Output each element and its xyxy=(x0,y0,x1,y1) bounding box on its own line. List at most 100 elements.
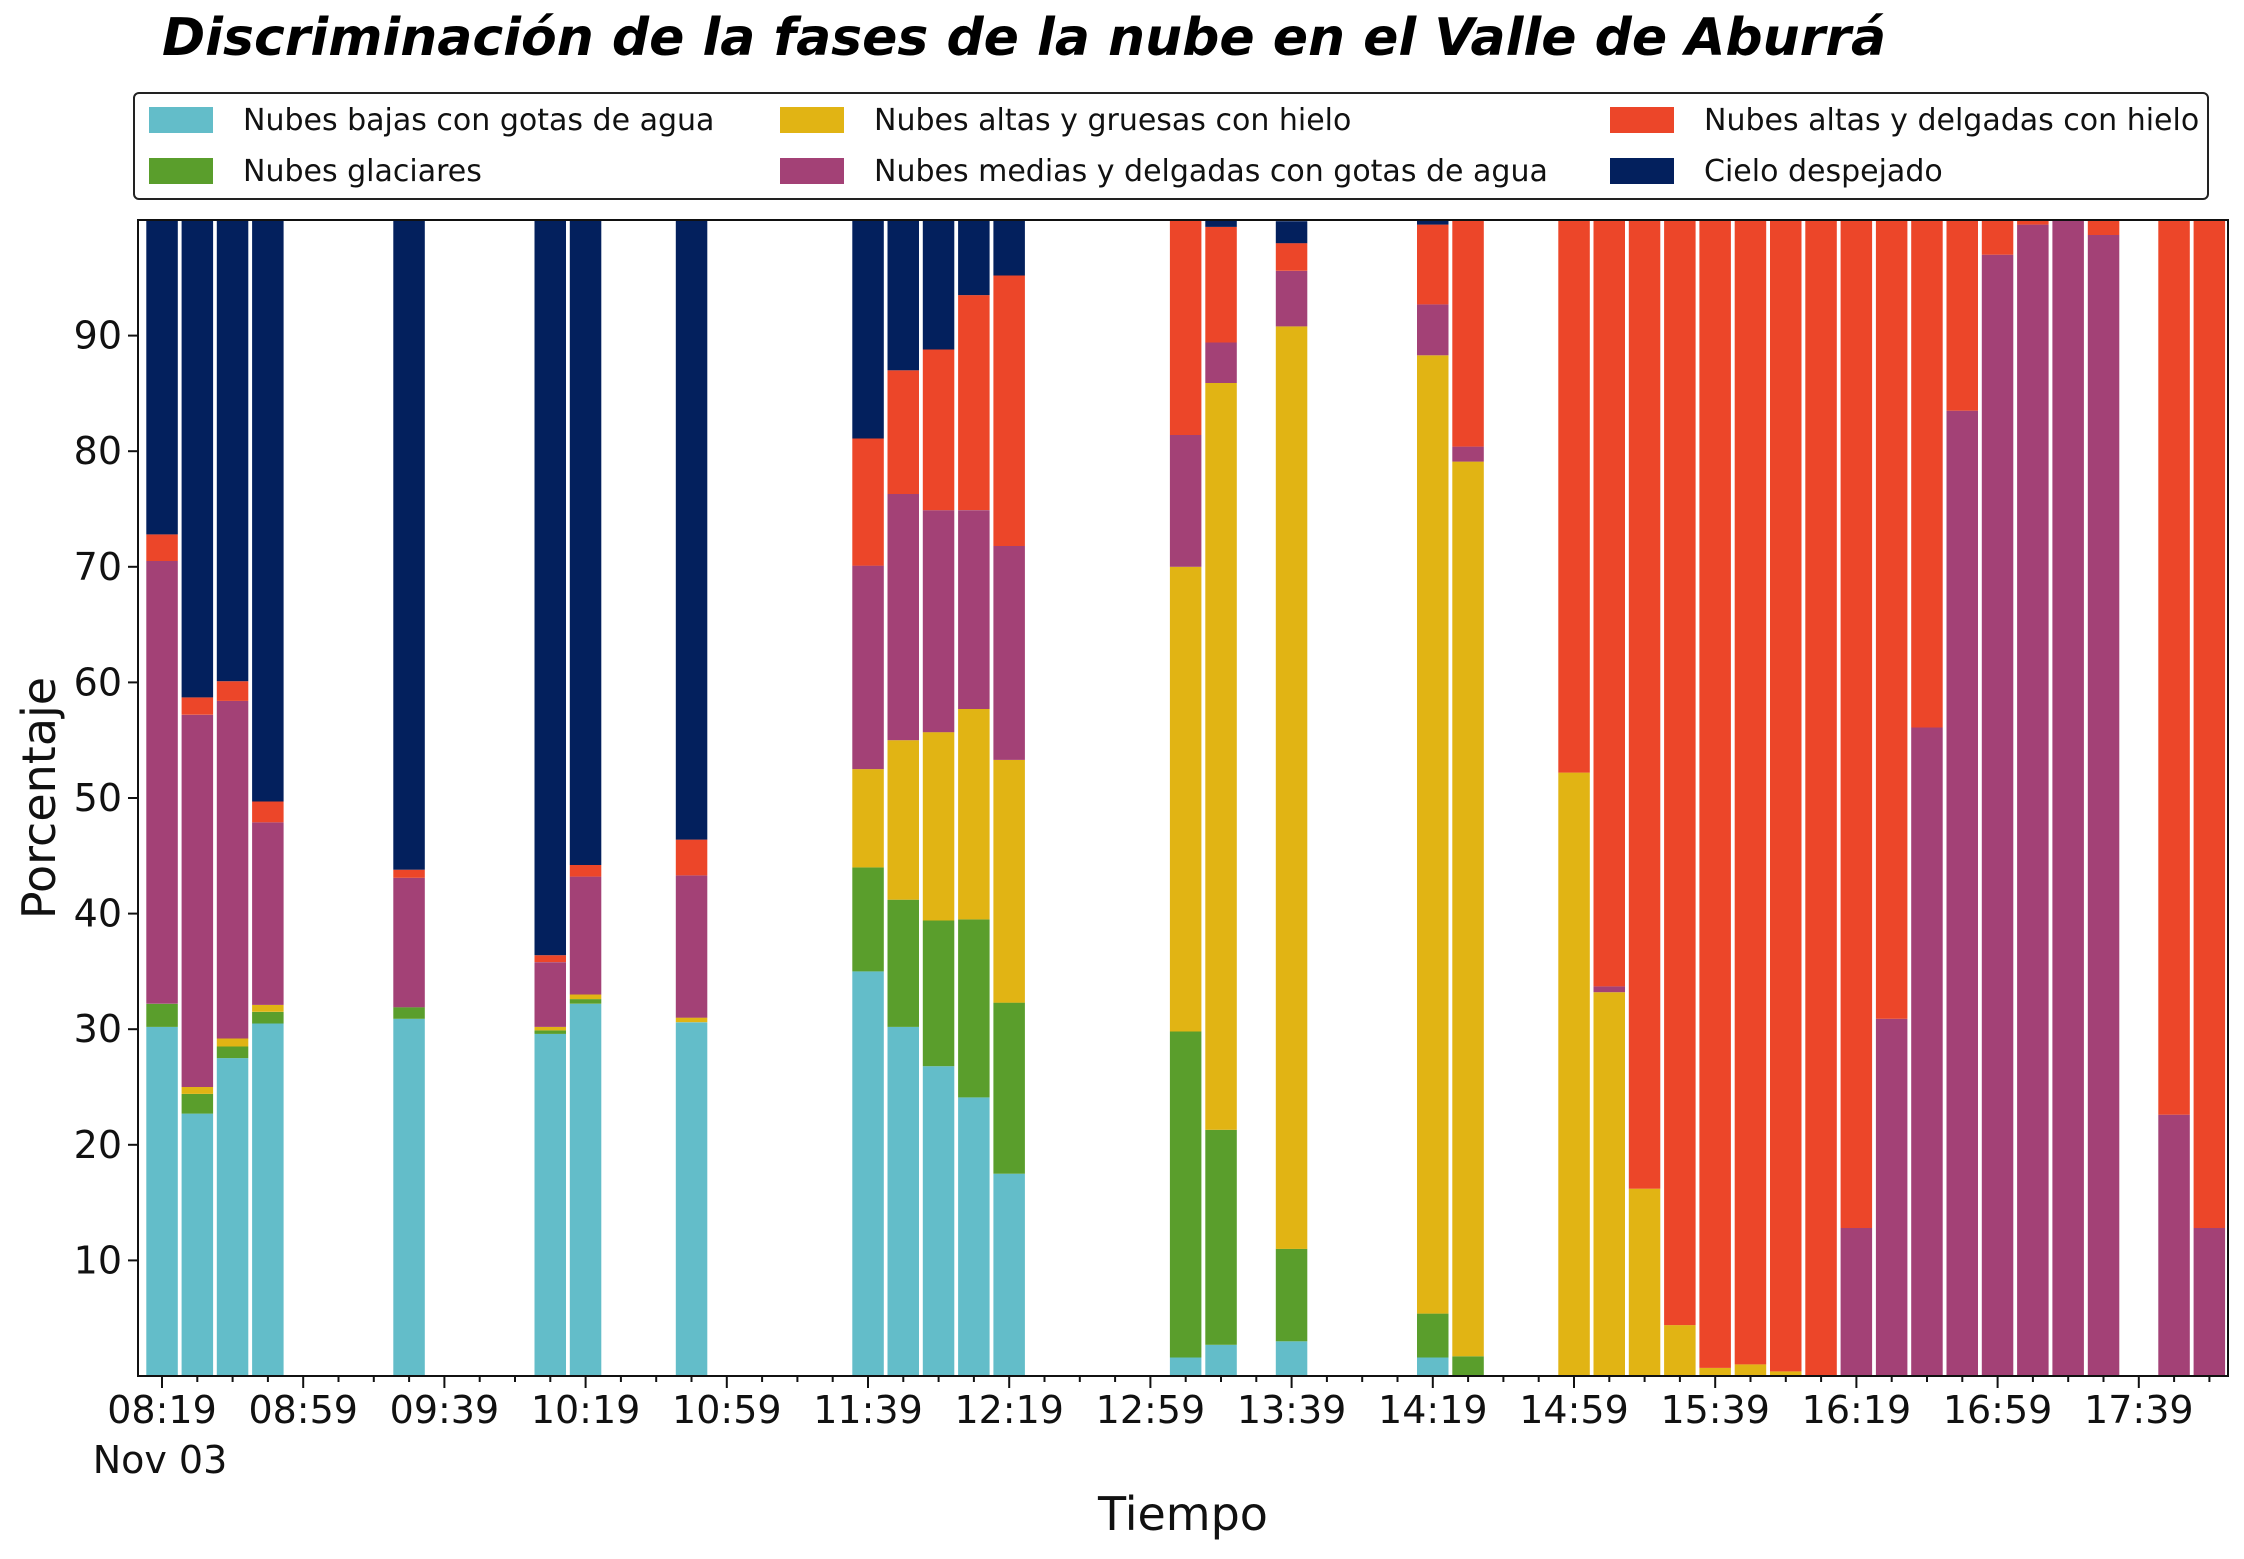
bar-segment xyxy=(1417,224,1449,305)
bar-segment xyxy=(993,275,1025,546)
bar-segment xyxy=(887,899,919,1027)
bar-segment xyxy=(958,295,990,511)
bar-segment xyxy=(1664,220,1696,1326)
legend-item-cielo-despejado: Cielo despejado xyxy=(1610,151,1943,191)
bar-segment xyxy=(1452,1356,1484,1376)
x-tick-label: 08:59 xyxy=(248,1388,358,1432)
bar-segment xyxy=(1911,220,1943,728)
bar-segment xyxy=(569,220,602,865)
bar-segment xyxy=(1205,226,1237,343)
x-tick-label: 16:59 xyxy=(1943,1388,2053,1432)
y-tick-label: 40 xyxy=(74,892,122,936)
bar-segment xyxy=(958,709,990,920)
y-tick-label: 90 xyxy=(74,314,122,358)
bar-segment xyxy=(922,510,955,733)
bar-segment xyxy=(993,759,1025,1003)
bar-segment xyxy=(569,999,602,1004)
bar-segment xyxy=(1875,220,1908,1019)
bar-segment xyxy=(569,876,602,995)
bar-segment xyxy=(1946,220,1978,411)
bar-segment xyxy=(216,681,249,701)
bar-segment xyxy=(675,1022,708,1376)
bar-segment xyxy=(252,801,284,823)
x-tick-label: 11:39 xyxy=(813,1388,923,1432)
bar-segment xyxy=(393,220,425,870)
bar-segment xyxy=(1734,220,1767,1365)
bar-segment xyxy=(1452,220,1484,447)
bar-segment xyxy=(922,349,955,511)
bar-segment xyxy=(1593,986,1625,993)
bar-segment xyxy=(1205,220,1237,227)
x-tick-label: 17:39 xyxy=(2084,1388,2194,1432)
bar-segment xyxy=(675,839,708,876)
bar-segment xyxy=(146,220,178,535)
bar-segment xyxy=(393,1018,425,1376)
bar-segment xyxy=(922,732,955,921)
bar-segment xyxy=(958,220,990,296)
y-tick-label: 70 xyxy=(74,545,122,589)
x-tick-label: 10:19 xyxy=(531,1388,641,1432)
y-tick-label: 50 xyxy=(74,776,122,820)
bar-segment xyxy=(2193,1228,2226,1376)
bar-segment xyxy=(534,1030,566,1034)
bar-segment xyxy=(887,740,919,900)
legend-label: Cielo despejado xyxy=(1704,153,1943,189)
bar-segment xyxy=(958,1097,990,1376)
bar-segment xyxy=(1805,220,1837,1376)
bar-segment xyxy=(252,1004,284,1012)
bar-segment xyxy=(1275,1248,1308,1342)
bar-segment xyxy=(1452,461,1484,1357)
bar-segment xyxy=(1275,221,1308,244)
y-tick-label: 30 xyxy=(74,1007,122,1051)
bar-segment xyxy=(675,220,708,840)
bar-segment xyxy=(993,1173,1025,1376)
bar-segment xyxy=(887,370,919,494)
bar-segment xyxy=(1169,435,1202,567)
legend-swatch xyxy=(780,158,844,184)
x-tick-label: 12:59 xyxy=(1096,1388,1206,1432)
x-date-label: Nov 03 xyxy=(93,1438,228,1482)
legend-label: Nubes medias y delgadas con gotas de agu… xyxy=(874,153,1548,189)
bar-segment xyxy=(675,875,708,1018)
bar-segment xyxy=(993,220,1025,276)
bar-segment xyxy=(922,220,955,350)
bar-segment xyxy=(252,220,284,802)
bar-segment xyxy=(852,769,884,868)
legend-swatch xyxy=(149,158,213,184)
x-tick-label: 15:39 xyxy=(1660,1388,1770,1432)
bar-segment xyxy=(181,1093,214,1114)
bar-segment xyxy=(1169,220,1202,435)
bar-segment xyxy=(146,561,178,1004)
y-axis-label: Porcentaje xyxy=(12,677,66,919)
legend-swatch xyxy=(780,107,844,133)
bar-segment xyxy=(1417,304,1449,356)
bar-segment xyxy=(534,955,566,963)
bar-segment xyxy=(1981,254,2014,1377)
plot-area-frame xyxy=(137,219,2229,1377)
bar-segment xyxy=(922,1066,955,1376)
y-tick-label: 60 xyxy=(74,660,122,704)
bar-segment xyxy=(393,869,425,878)
bar-segment xyxy=(181,1087,214,1094)
legend: Nubes bajas con gotas de agua Nubes glac… xyxy=(133,92,2209,200)
y-tick-label: 20 xyxy=(74,1123,122,1167)
bar-segment xyxy=(569,994,602,1000)
bar-segment xyxy=(1275,326,1308,1249)
bar-segment xyxy=(2158,1114,2190,1376)
bar-segment xyxy=(534,1033,566,1376)
bar-segment xyxy=(852,438,884,566)
bar-segment xyxy=(1593,992,1625,1376)
bar-segment xyxy=(181,714,214,1087)
bar-segment xyxy=(181,697,214,715)
y-tick-label: 10 xyxy=(74,1238,122,1282)
legend-label: Nubes altas y gruesas con hielo xyxy=(874,102,1352,138)
x-tick-label: 16:19 xyxy=(1802,1388,1912,1432)
bar-segment xyxy=(993,1002,1025,1174)
bar-segment xyxy=(887,1026,919,1376)
legend-swatch xyxy=(149,107,213,133)
bar-segment xyxy=(1275,1341,1308,1376)
bar-segment xyxy=(1169,1031,1202,1358)
legend-item-nubes-glaciares: Nubes glaciares xyxy=(149,151,482,191)
legend-swatch xyxy=(1610,158,1674,184)
bar-segment xyxy=(146,1003,178,1027)
